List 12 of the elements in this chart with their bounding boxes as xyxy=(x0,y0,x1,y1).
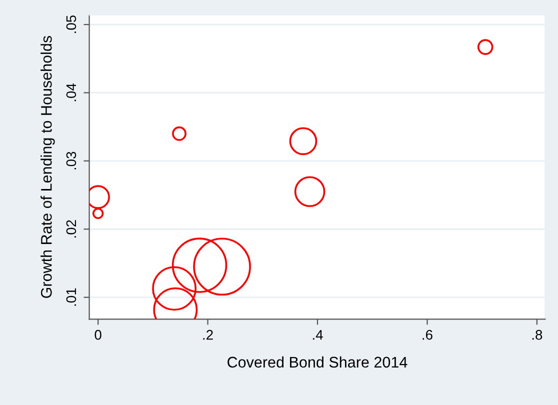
y-tick-label: .05 xyxy=(66,15,76,33)
y-axis-title: Growth Rate of Lending to Households xyxy=(40,36,55,298)
x-tick-label: .6 xyxy=(422,330,432,340)
y-tick-label: .04 xyxy=(66,83,76,102)
x-tick-label: 0 xyxy=(94,330,102,340)
x-axis-title: Covered Bond Share 2014 xyxy=(228,356,408,368)
x-tick-label: .2 xyxy=(203,330,213,340)
x-tick-label: .4 xyxy=(312,330,323,340)
y-tick-label: .02 xyxy=(66,220,76,238)
y-tick-label: .01 xyxy=(66,288,76,306)
x-tick-label: .8 xyxy=(532,330,542,340)
y-tick-label: .03 xyxy=(66,152,76,170)
